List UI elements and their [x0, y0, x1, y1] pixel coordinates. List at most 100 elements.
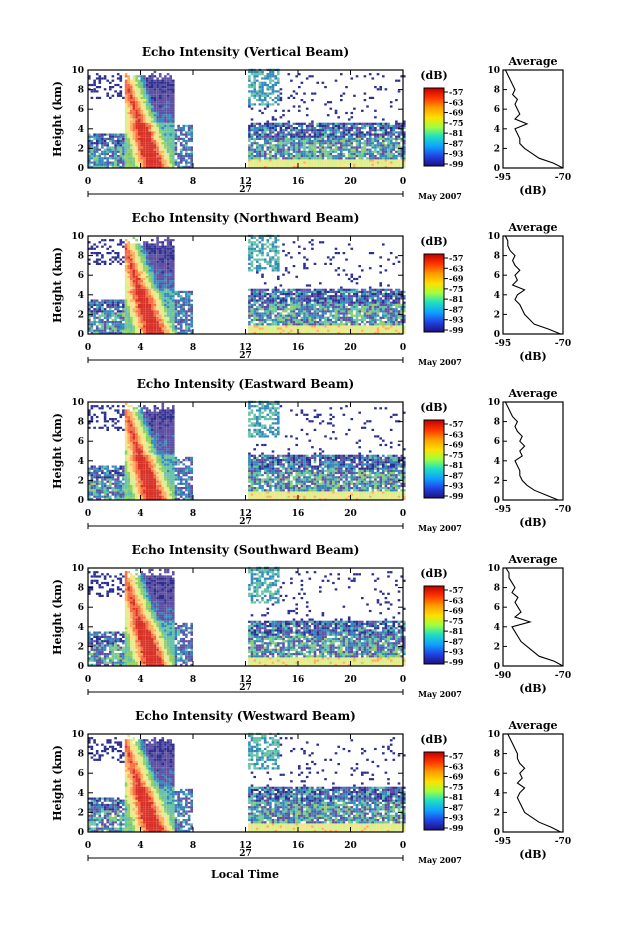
heatmap-cell: [158, 139, 162, 143]
heatmap-cell: [156, 288, 159, 291]
heatmap-cell: [311, 247, 314, 250]
heatmap-cell: [164, 92, 167, 95]
heatmap-cell: [130, 146, 133, 149]
heatmap-cell: [313, 323, 317, 326]
heatmap-cell: [303, 122, 306, 125]
heatmap-cell: [384, 288, 388, 291]
heatmap-cell: [324, 129, 327, 132]
heatmap-cell: [119, 79, 123, 82]
heatmap-cell: [298, 314, 301, 317]
heatmap-cell: [106, 159, 109, 162]
heatmap-cell: [384, 144, 388, 147]
heatmap-cell: [389, 159, 393, 162]
heatmap-cell: [253, 327, 256, 330]
heatmap-cell: [334, 314, 338, 317]
heatmap-cell: [187, 161, 191, 164]
heatmap-cell: [311, 323, 314, 326]
heatmap-cell: [143, 267, 146, 270]
heatmap-cell: [334, 310, 338, 313]
heatmap-cell: [250, 129, 254, 132]
heatmap-cell: [158, 265, 162, 268]
heatmap-cell: [182, 129, 186, 132]
heatmap-cell: [169, 256, 172, 259]
heatmap-cell: [135, 81, 138, 84]
heatmap-cell: [308, 157, 312, 160]
heatmap-cell: [95, 133, 99, 136]
heatmap-cell: [114, 314, 117, 317]
heatmap-cell: [148, 155, 151, 158]
heatmap-cell: [345, 310, 348, 313]
heatmap-cell: [295, 142, 298, 145]
heatmap-cell: [295, 127, 298, 130]
heatmap-cell: [161, 163, 165, 166]
heatmap-cell: [250, 122, 254, 125]
heatmap-cell: [266, 124, 270, 127]
heatmap-cell: [271, 129, 275, 132]
heatmap-cell: [382, 150, 385, 153]
heatmap-cell: [279, 148, 283, 151]
heatmap-cell: [347, 329, 351, 332]
heatmap-cell: [290, 310, 293, 313]
heatmap-cell: [305, 310, 309, 313]
heatmap-cell: [263, 308, 267, 311]
heatmap-cell: [258, 133, 262, 136]
heatmap-cell: [172, 81, 175, 84]
heatmap-cell: [353, 157, 356, 160]
heatmap-cell: [329, 127, 333, 130]
heatmap-cell: [174, 142, 178, 145]
heatmap-cell: [145, 152, 149, 156]
heatmap-cell: [95, 73, 99, 76]
heatmap-cell: [132, 269, 136, 272]
heatmap-cell: [271, 290, 275, 293]
heatmap-cell: [326, 163, 330, 166]
heatmap-cell: [182, 303, 186, 306]
heatmap-cell: [298, 325, 301, 328]
heatmap-cell: [282, 316, 285, 319]
heatmap-cell: [311, 131, 314, 134]
heatmap-cell: [363, 329, 367, 332]
heatmap-cell: [269, 331, 272, 334]
heatmap-cell: [122, 159, 125, 162]
heatmap-cell: [143, 75, 146, 78]
heatmap-cell: [329, 288, 333, 291]
heatmap-cell: [116, 144, 120, 147]
heatmap-cell: [324, 318, 327, 322]
heatmap-cell: [153, 163, 157, 166]
heatmap-cell: [284, 157, 288, 160]
heatmap-cell: [316, 122, 319, 125]
heatmap-cell: [145, 314, 149, 317]
heatmap-cell: [114, 144, 117, 147]
heatmap-cell: [274, 262, 277, 265]
heatmap-cell: [284, 150, 288, 153]
heatmap-cell: [190, 293, 193, 296]
heatmap-cell: [140, 254, 144, 257]
heatmap-cell: [326, 127, 330, 130]
heatmap-cell: [185, 144, 188, 147]
heatmap-cell: [148, 318, 151, 322]
heatmap-cell: [379, 310, 382, 313]
heatmap-cell: [308, 301, 312, 304]
heatmap-cell: [277, 325, 280, 328]
heatmap-cell: [143, 148, 146, 151]
heatmap-cell: [340, 312, 343, 315]
heatmap-cell: [248, 157, 251, 160]
heatmap-cell: [363, 293, 367, 296]
heatmap-cell: [164, 260, 167, 263]
heatmap-cell: [148, 321, 151, 324]
heatmap-cell: [347, 297, 351, 300]
heatmap-cell: [127, 144, 130, 147]
heatmap-cell: [300, 312, 304, 315]
heatmap-cell: [103, 308, 107, 311]
heatmap-cell: [345, 288, 348, 291]
heatmap-cell: [114, 165, 117, 168]
heatmap-cell: [137, 81, 141, 84]
heatmap-cell: [179, 303, 183, 306]
colorbar-label: -87: [449, 138, 463, 148]
heatmap-cell: [274, 316, 277, 319]
heatmap-cell: [374, 314, 377, 317]
heatmap-cell: [253, 139, 256, 143]
heatmap-cell: [190, 157, 193, 160]
heatmap-cell: [169, 243, 172, 246]
heatmap-cell: [282, 329, 285, 332]
heatmap-cell: [274, 133, 277, 136]
